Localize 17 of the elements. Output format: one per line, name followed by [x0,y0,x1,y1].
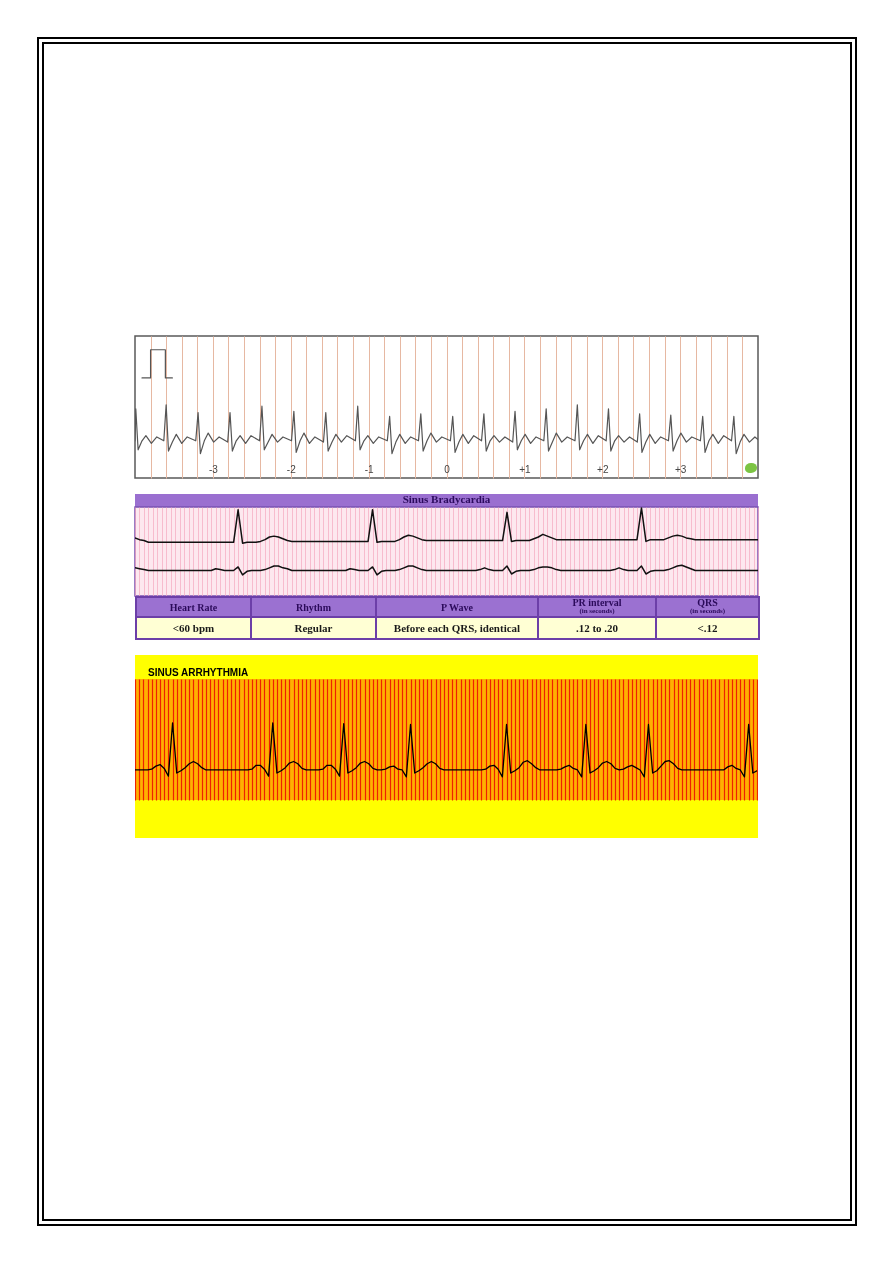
x-tick-label: -3 [208,463,219,475]
text: Rhythm [252,598,375,616]
text: <60 bpm [137,618,250,638]
x-tick-label: +3 [674,463,687,475]
text: P Wave [377,598,537,616]
x-tick-label: -1 [364,463,374,475]
x-tick-label: -2 [286,463,297,475]
text: Heart Rate [137,598,250,616]
text: <.12 [657,618,758,638]
text: Before each QRS, identical [377,618,537,638]
chart-title: SINUS ARRHYTHMIA [148,667,249,678]
x-tick-label: +2 [597,463,609,475]
text: .12 to .20 [539,618,655,638]
x-tick-label: 0 [444,463,451,475]
x-tick-label: +1 [519,463,532,475]
chart-title: Sinus Bradycardia [402,493,491,505]
text: Regular [252,618,375,638]
